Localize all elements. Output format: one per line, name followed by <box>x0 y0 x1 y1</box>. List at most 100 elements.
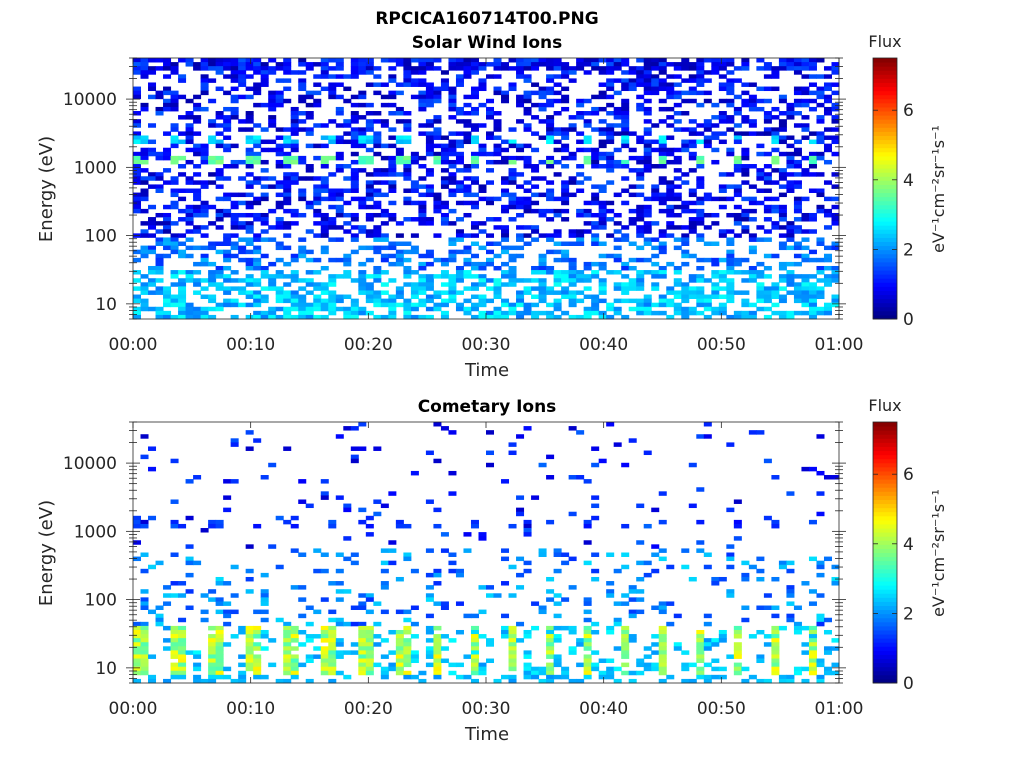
heatmap-cell <box>598 131 607 136</box>
x-tick-label: 00:40 <box>579 699 628 719</box>
heatmap-cell <box>193 229 202 234</box>
heatmap-cell <box>651 74 660 79</box>
heatmap-cell <box>178 642 187 647</box>
heatmap-cell <box>741 164 750 169</box>
heatmap-cell <box>155 261 164 267</box>
heatmap-cell <box>425 314 434 320</box>
heatmap-cell <box>350 446 359 451</box>
heatmap-cell <box>741 310 750 316</box>
heatmap-cell <box>598 278 607 283</box>
heatmap-cell <box>328 274 337 279</box>
heatmap-cell <box>253 151 262 157</box>
heatmap-cell <box>283 274 292 279</box>
heatmap-cell <box>591 62 600 67</box>
heatmap-cell <box>163 601 172 606</box>
heatmap-cell <box>335 617 344 623</box>
heatmap-cell <box>155 184 164 189</box>
heatmap-cell <box>463 70 472 75</box>
heatmap-cell <box>253 654 262 659</box>
heatmap-cell <box>621 70 630 75</box>
heatmap-cell <box>696 74 705 79</box>
heatmap-cell <box>703 278 712 283</box>
heatmap-cell <box>343 274 352 279</box>
heatmap-cell <box>155 111 164 116</box>
heatmap-cell <box>320 286 329 291</box>
heatmap-cell <box>133 119 142 124</box>
heatmap-cell <box>561 597 570 602</box>
heatmap-cell <box>801 302 810 308</box>
colorbar-segment <box>873 503 897 509</box>
heatmap-cell <box>613 310 622 316</box>
heatmap-cell <box>486 131 495 136</box>
heatmap-cell <box>748 265 757 271</box>
heatmap-cell <box>328 172 337 177</box>
heatmap-cell <box>523 560 532 566</box>
heatmap-cell <box>283 151 292 157</box>
heatmap-cell <box>253 674 262 680</box>
heatmap-cell <box>275 245 284 251</box>
heatmap-cell <box>170 458 179 464</box>
heatmap-cell <box>335 621 344 627</box>
heatmap-cell <box>388 306 397 312</box>
colorbar-segment <box>873 507 897 513</box>
heatmap-cell <box>215 86 224 92</box>
heatmap-cell <box>358 638 367 643</box>
heatmap-cell <box>718 62 727 67</box>
heatmap-cell <box>343 674 352 680</box>
heatmap-cell <box>260 212 269 218</box>
heatmap-cell <box>268 147 277 153</box>
heatmap-cell <box>583 597 592 602</box>
heatmap-cell <box>170 674 179 680</box>
heatmap-cell <box>335 168 344 173</box>
heatmap-cell <box>688 151 697 157</box>
heatmap-cell <box>230 70 239 75</box>
heatmap-cell <box>666 286 675 291</box>
heatmap-cell <box>178 286 187 291</box>
heatmap-cell <box>223 241 232 246</box>
heatmap-cell <box>636 212 645 218</box>
heatmap-cell <box>666 82 675 87</box>
heatmap-cell <box>763 74 772 79</box>
heatmap-cell <box>583 139 592 145</box>
heatmap-cell <box>598 200 607 206</box>
heatmap-cell <box>313 176 322 181</box>
heatmap-cell <box>253 257 262 263</box>
heatmap-cell <box>185 270 194 275</box>
heatmap-cell <box>493 147 502 153</box>
heatmap-cell <box>253 634 262 639</box>
heatmap-cell <box>365 593 374 598</box>
heatmap-cell <box>771 310 780 316</box>
heatmap-cell <box>133 515 142 521</box>
heatmap-cell <box>651 78 660 83</box>
heatmap-cell <box>395 290 404 295</box>
heatmap-cell <box>223 176 232 181</box>
heatmap-cell <box>741 298 750 304</box>
heatmap-cell <box>170 192 179 198</box>
heatmap-cell <box>696 638 705 643</box>
heatmap-cell <box>245 225 254 230</box>
heatmap-cell <box>591 662 600 668</box>
heatmap-cell <box>651 196 660 202</box>
heatmap-cell <box>170 294 179 300</box>
heatmap-cell <box>591 200 600 206</box>
heatmap-cell <box>260 286 269 291</box>
heatmap-cell <box>185 589 194 594</box>
heatmap-cell <box>253 217 262 222</box>
heatmap-cell <box>223 621 232 627</box>
heatmap-cell <box>140 638 149 643</box>
heatmap-cell <box>748 278 757 283</box>
heatmap-cell <box>508 634 517 639</box>
heatmap-cell <box>418 278 427 283</box>
heatmap-cell <box>778 286 787 291</box>
heatmap-cell <box>741 155 750 161</box>
heatmap-cell <box>230 634 239 639</box>
heatmap-cell <box>283 98 292 104</box>
heatmap-cell <box>313 143 322 149</box>
heatmap-cell <box>298 237 307 242</box>
heatmap-cell <box>636 192 645 198</box>
heatmap-cell <box>831 278 840 283</box>
heatmap-cell <box>553 282 562 287</box>
heatmap-cell <box>733 666 742 672</box>
heatmap-cell <box>373 212 382 218</box>
